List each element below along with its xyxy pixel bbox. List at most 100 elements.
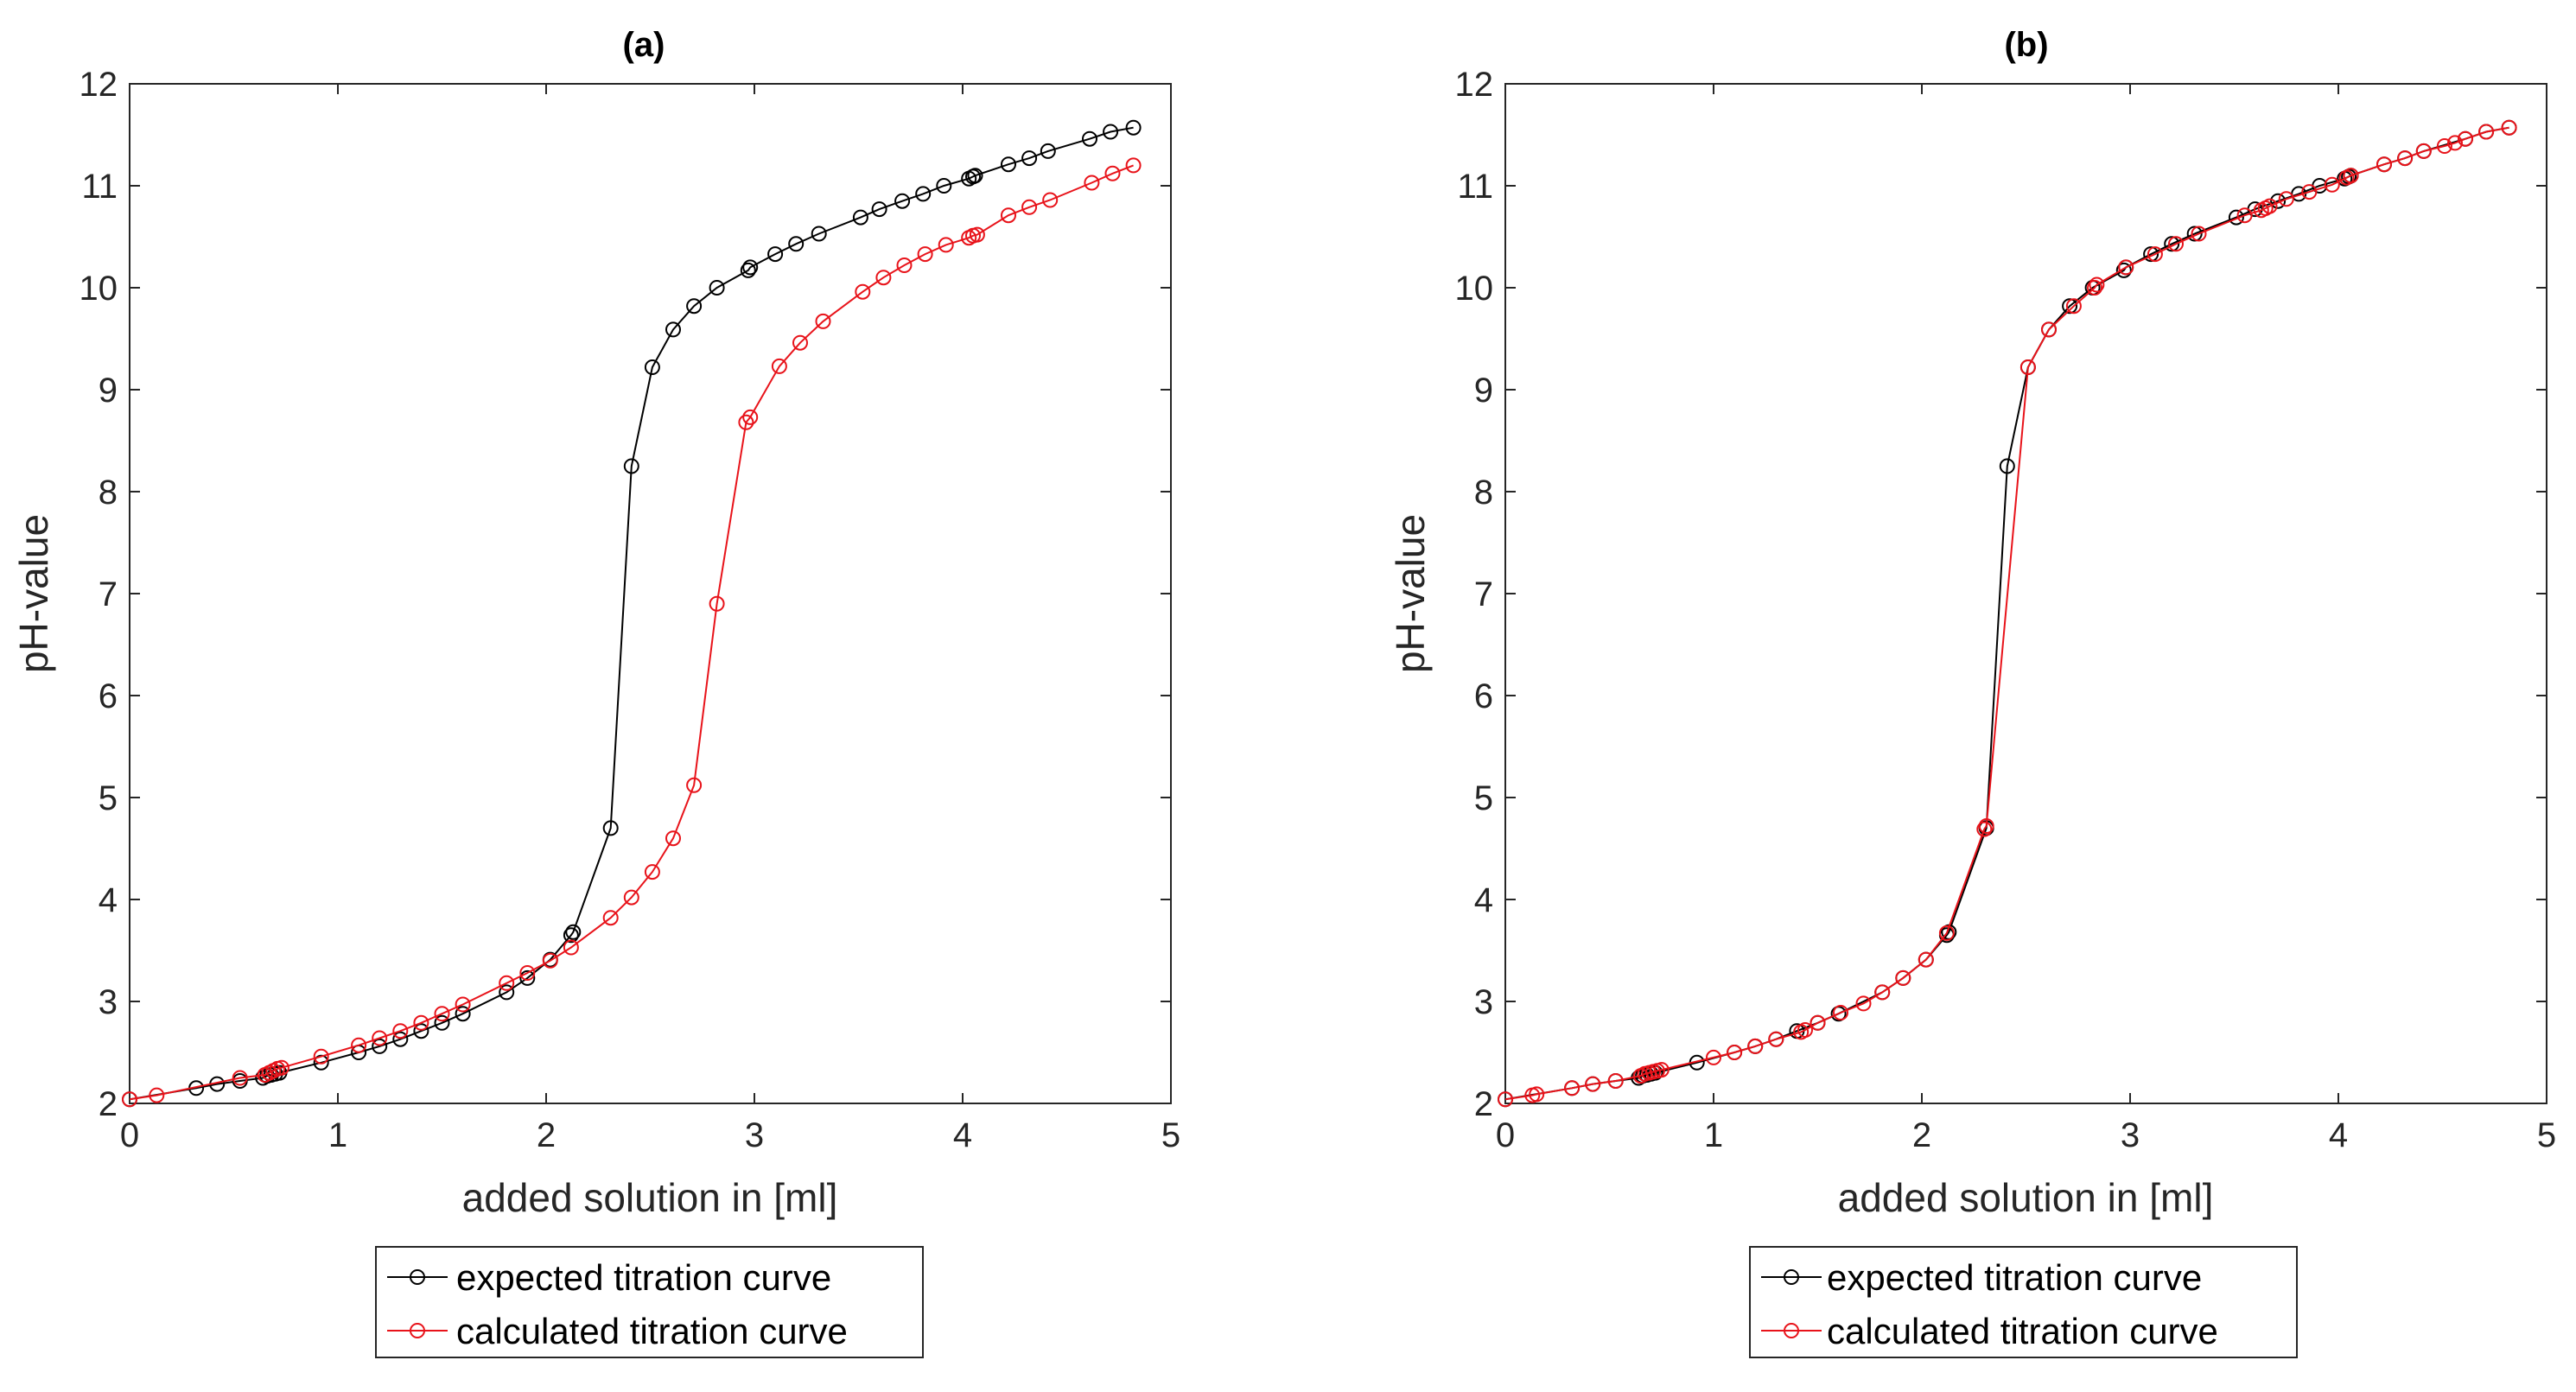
series-line-calculated-titration-curve bbox=[129, 164, 1134, 1101]
data-point-calculated-titration-curve bbox=[232, 1070, 248, 1086]
data-point-calculated-titration-curve bbox=[1797, 1022, 1813, 1038]
data-point-calculated-titration-curve bbox=[771, 358, 787, 374]
data-point-calculated-titration-curve bbox=[2343, 168, 2359, 184]
y-tick-label: 3 bbox=[99, 983, 118, 1021]
legend-box bbox=[375, 1246, 924, 1358]
series-layer bbox=[1498, 119, 2517, 1108]
data-point-expected-titration-curve bbox=[742, 259, 759, 276]
y-tick-label: 7 bbox=[1474, 575, 1493, 613]
data-point-calculated-titration-curve bbox=[1768, 1031, 1784, 1047]
data-point-expected-titration-curve bbox=[565, 924, 582, 940]
data-point-calculated-titration-curve bbox=[273, 1059, 289, 1076]
data-point-expected-titration-curve bbox=[392, 1031, 409, 1047]
y-tick-label: 6 bbox=[99, 677, 118, 715]
data-point-expected-titration-curve bbox=[852, 209, 868, 226]
x-axis-label: added solution in [ml] bbox=[1838, 1175, 2214, 1220]
data-point-calculated-titration-curve bbox=[351, 1037, 367, 1053]
data-point-expected-titration-curve bbox=[740, 262, 756, 278]
data-point-calculated-titration-curve bbox=[519, 965, 536, 981]
data-point-calculated-titration-curve bbox=[1125, 157, 1142, 174]
data-point-calculated-titration-curve bbox=[1021, 199, 1038, 215]
data-point-expected-titration-curve bbox=[2270, 193, 2287, 209]
x-tick-label: 1 bbox=[328, 1116, 347, 1154]
data-point-calculated-titration-curve bbox=[2478, 124, 2495, 140]
data-point-expected-titration-curve bbox=[767, 246, 784, 263]
data-point-calculated-titration-curve bbox=[413, 1014, 429, 1031]
legend-marker-calculated bbox=[410, 1323, 425, 1338]
data-point-expected-titration-curve bbox=[894, 193, 911, 209]
y-tick-label: 8 bbox=[1474, 474, 1493, 512]
data-point-calculated-titration-curve bbox=[875, 270, 892, 286]
data-point-expected-titration-curve bbox=[1125, 119, 1142, 136]
data-point-calculated-titration-curve bbox=[1727, 1045, 1743, 1060]
data-point-calculated-titration-curve bbox=[917, 246, 933, 263]
data-point-expected-titration-curve bbox=[871, 201, 887, 218]
plot-area-frame bbox=[1504, 83, 2547, 1104]
data-point-calculated-titration-curve bbox=[1706, 1049, 1721, 1065]
data-point-calculated-titration-curve bbox=[2065, 298, 2082, 315]
data-point-expected-titration-curve bbox=[519, 969, 536, 986]
data-point-calculated-titration-curve bbox=[2415, 143, 2432, 159]
data-point-calculated-titration-curve bbox=[2324, 176, 2340, 193]
y-tick-label: 9 bbox=[1474, 372, 1493, 410]
data-point-expected-titration-curve bbox=[2228, 209, 2244, 226]
data-point-calculated-titration-curve bbox=[2301, 184, 2318, 200]
data-point-calculated-titration-curve bbox=[2191, 226, 2207, 242]
data-point-calculated-titration-curve bbox=[2087, 280, 2102, 296]
y-tick-label: 9 bbox=[99, 372, 118, 410]
data-point-calculated-titration-curve bbox=[738, 414, 754, 430]
data-point-calculated-titration-curve bbox=[122, 1091, 137, 1108]
data-point-calculated-titration-curve bbox=[1042, 192, 1059, 208]
data-point-expected-titration-curve bbox=[1001, 156, 1016, 173]
data-point-calculated-titration-curve bbox=[1529, 1086, 1545, 1103]
data-point-calculated-titration-curve bbox=[2089, 276, 2105, 293]
data-point-calculated-titration-curve bbox=[1001, 207, 1016, 224]
data-point-calculated-titration-curve bbox=[1498, 1091, 1513, 1108]
data-point-calculated-titration-curve bbox=[665, 830, 681, 847]
data-point-expected-titration-curve bbox=[788, 236, 805, 252]
data-point-expected-titration-curve bbox=[2164, 236, 2180, 252]
data-point-expected-titration-curve bbox=[623, 458, 639, 474]
data-point-calculated-titration-curve bbox=[1585, 1076, 1601, 1092]
legend-label-expected: expected titration curve bbox=[456, 1257, 831, 1298]
y-tick-label: 12 bbox=[1455, 66, 1494, 104]
data-point-expected-titration-curve bbox=[602, 820, 619, 836]
data-point-expected-titration-curve bbox=[1999, 458, 2015, 474]
data-point-calculated-titration-curve bbox=[313, 1048, 329, 1065]
data-point-calculated-titration-curve bbox=[644, 864, 660, 880]
data-point-expected-titration-curve bbox=[2115, 262, 2132, 278]
data-point-expected-titration-curve bbox=[1040, 143, 1056, 159]
data-point-calculated-titration-curve bbox=[563, 939, 579, 956]
data-point-expected-titration-curve bbox=[372, 1038, 388, 1054]
data-point-calculated-titration-curve bbox=[1895, 969, 1911, 986]
data-point-expected-titration-curve bbox=[434, 1014, 450, 1031]
data-point-expected-titration-curve bbox=[413, 1023, 429, 1039]
y-tick-label: 11 bbox=[81, 168, 118, 206]
data-point-expected-titration-curve bbox=[2062, 298, 2078, 315]
data-point-calculated-titration-curve bbox=[2236, 207, 2253, 224]
data-point-calculated-titration-curve bbox=[2118, 259, 2134, 276]
data-point-calculated-titration-curve bbox=[2397, 150, 2414, 167]
data-point-calculated-titration-curve bbox=[742, 409, 759, 425]
legend: expected titration curve calculated titr… bbox=[375, 1246, 924, 1358]
data-point-calculated-titration-curve bbox=[623, 889, 639, 906]
x-tick-label: 0 bbox=[1496, 1116, 1515, 1154]
data-point-calculated-titration-curve bbox=[499, 975, 515, 991]
data-point-expected-titration-curve bbox=[455, 1006, 471, 1022]
data-point-expected-titration-curve bbox=[686, 298, 703, 315]
data-point-expected-titration-curve bbox=[499, 984, 515, 1001]
y-tick-label: 10 bbox=[80, 270, 118, 308]
data-point-calculated-titration-curve bbox=[2041, 321, 2057, 338]
y-tick-label: 10 bbox=[1455, 270, 1494, 308]
x-tick-label: 3 bbox=[2121, 1116, 2140, 1154]
y-tick-label: 4 bbox=[99, 881, 118, 919]
data-point-calculated-titration-curve bbox=[149, 1087, 165, 1103]
x-tick-label: 2 bbox=[537, 1116, 556, 1154]
data-point-calculated-titration-curve bbox=[1918, 951, 1934, 968]
data-point-calculated-titration-curve bbox=[969, 226, 985, 243]
y-tick-label: 4 bbox=[1474, 881, 1493, 919]
x-tick-label: 3 bbox=[745, 1116, 764, 1154]
y-tick-label: 11 bbox=[1457, 168, 1493, 206]
data-point-expected-titration-curve bbox=[1103, 124, 1119, 140]
data-point-calculated-titration-curve bbox=[372, 1030, 388, 1046]
